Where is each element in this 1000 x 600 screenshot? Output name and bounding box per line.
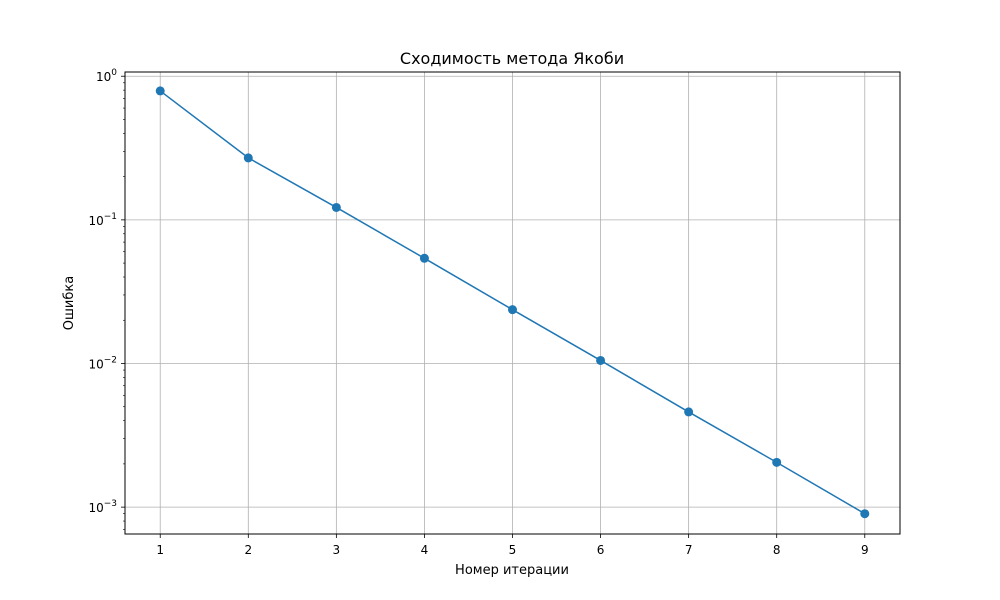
y-tick-exponent: 0 [111,68,117,78]
y-tick-base: 10 [96,70,111,84]
x-tick-label: 5 [509,543,517,557]
data-point [684,407,694,417]
y-tick-base: 10 [88,214,103,228]
data-point [772,457,782,467]
y-tick-label: 10−3 [88,499,117,515]
data-point [243,153,253,163]
x-axis-label: Номер итерации [455,563,569,578]
x-tick-label: 7 [685,543,693,557]
x-tick-label: 3 [333,543,341,557]
grid [125,72,900,534]
x-tick-label: 1 [156,543,164,557]
y-tick-base: 10 [88,357,103,371]
data-point [419,253,429,263]
x-tick-label: 4 [421,543,429,557]
x-tick-label: 9 [861,543,869,557]
chart-title: Сходимость метода Якоби [400,49,624,68]
y-tick-label: 10−2 [88,355,117,371]
x-tick-label: 8 [773,543,781,557]
y-tick-exponent: −2 [104,355,117,365]
y-tick-exponent: −1 [104,212,117,222]
data-point [596,355,606,365]
data-point [508,305,517,315]
series-layer [155,86,870,519]
x-tick-label: 6 [597,543,605,557]
y-tick-label: 100 [96,68,117,84]
x-tick-label: 2 [244,543,252,557]
y-tick-exponent: −3 [104,499,117,509]
data-point [155,86,165,96]
y-tick-base: 10 [88,501,103,515]
y-tick-label: 10−1 [88,212,117,228]
data-point [860,509,870,519]
data-point [331,202,341,212]
y-axis-label: Ошибка [62,276,77,330]
